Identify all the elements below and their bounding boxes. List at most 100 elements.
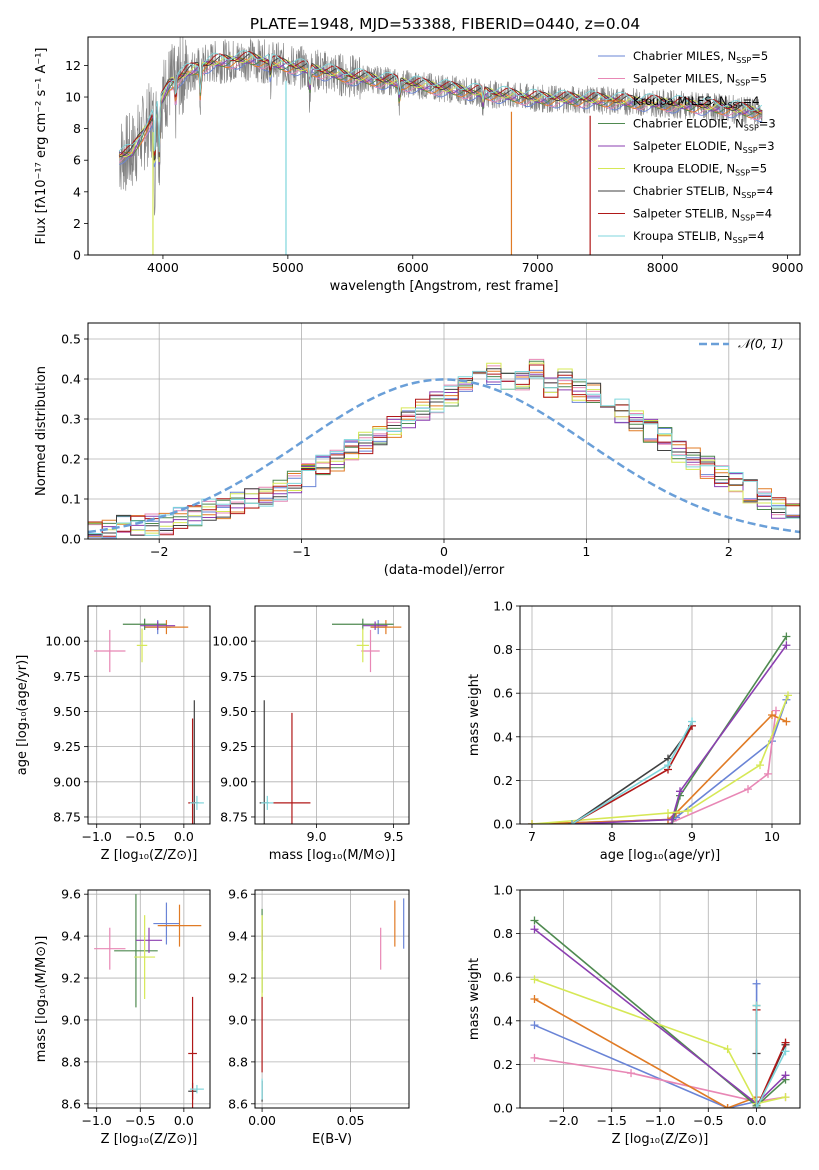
y-tick-label: 0.0 [61,532,81,547]
y-tick-label: 12 [65,58,81,73]
legend-sub: SSP [740,214,755,223]
y-tick-label: 1.0 [493,599,513,614]
series-salpeter-stelib [118,51,763,156]
marker-kroupa-stelib [781,1047,790,1056]
y-axis-label: age [log₁₀(age/yr)] [15,655,30,776]
legend-val: =5 [750,162,767,176]
y-tick-label: 9.25 [53,739,81,754]
x-tick-label: −1.5 [597,1113,627,1128]
line-salpeter-miles [534,1057,786,1103]
x-axis-label: (data-model)/error [384,563,505,578]
legend-label: Kroupa MILES, NSSP=4 [633,94,759,110]
x-tick-label: −2 [150,544,168,559]
line-chabrier-elodie [572,636,788,824]
x-tick-label: 8 [608,829,616,844]
line-chabrier-miles [531,699,788,824]
y-tick-label: 0.4 [493,729,513,744]
legend-label: Kroupa ELODIE, NSSP=5 [633,162,767,178]
axes-frame [519,605,801,825]
axes-frame [87,36,801,256]
series-salpeter-elodie [119,56,763,165]
y-tick-label: 8.6 [228,1096,248,1111]
legend-label: Salpeter STELIB, NSSP=4 [633,207,772,223]
y-tick-label: 0.8 [493,926,513,941]
x-tick-label: 7 [528,829,536,844]
x-axis-label: mass [log₁₀(M/M⊙)] [269,848,396,863]
y-tick-label: 1.0 [493,883,513,898]
panel-mass-vs-Z: −1.0 −0.5 0.0 8.6 8.8 9.0 9.2 9.4 9.6 Z [log₁₀(Z/… [34,887,211,1147]
panel-mass-vs-EBV: 0.00 0.05 8.6 8.8 9.0 9.2 9.4 9.6 E(B-V) [228,887,410,1147]
marker-salpeter-miles [764,769,772,778]
y-tick-label: 9.75 [53,669,81,684]
y-tick-label: 0.3 [61,412,81,427]
x-axis-label: Z [log₁₀(Z/Z⊙)] [101,848,198,863]
x-tick-label: 8000 [647,260,679,275]
series-kroupa-stelib [118,50,763,153]
marker-kroupa-miles [782,717,791,726]
x-axis-label: E(B-V) [312,1132,352,1147]
histogram-salpeter-elodie [88,372,800,536]
axes-frame [254,889,410,1109]
x-tick-label: 9.0 [307,829,327,844]
y-tick-label: 10.00 [45,634,81,649]
histogram-chabrier-miles [88,369,800,539]
histogram-kroupa-stelib [88,370,800,539]
y-tick-label: 9.6 [228,887,248,902]
legend-label: Kroupa STELIB, NSSP=4 [633,229,764,245]
x-tick-label: 9.5 [384,829,404,844]
marker-kroupa-elodie [684,806,692,815]
line-salpeter-stelib [571,725,693,824]
marker-salpeter-miles [530,1053,539,1062]
y-tick-label: 2 [73,216,81,231]
legend-val: =3 [758,139,775,153]
x-tick-label: 4000 [147,260,179,275]
legend-val: =3 [759,117,776,131]
axes-frame [87,889,211,1109]
normal-curve [88,378,800,534]
y-tick-label: 0.0 [493,1101,513,1116]
x-tick-label: −0.5 [125,1113,155,1128]
y-tick-label: 9.0 [61,1012,81,1027]
x-tick-label: −0.5 [125,829,155,844]
legend-sub: SSP [728,101,743,110]
plot-area [88,890,210,1108]
y-tick-label: 9.50 [220,704,248,719]
histogram-salpeter-miles [88,358,800,539]
y-tick-label: 10 [65,90,81,105]
x-tick-label: 0.0 [174,829,194,844]
y-axis-label: Normed distribution [34,366,49,496]
legend-sub: SSP [735,169,750,178]
legend-val: =4 [756,184,773,198]
legend-sub: SSP [743,146,758,155]
legend-val: =4 [748,229,765,243]
y-tick-label: 9.4 [61,929,81,944]
y-tick-label: 0.2 [493,1057,513,1072]
marker-salpeter-elodie [676,787,684,796]
histogram-kroupa-miles [88,370,800,537]
legend-label: Salpeter ELODIE, NSSP=3 [633,139,775,155]
legend-val: =5 [750,72,767,86]
x-tick-label: −0.5 [693,1113,723,1128]
axes-frame [254,605,410,825]
legend-label: Chabrier STELIB, NSSP=4 [633,184,773,200]
x-tick-label: −1.0 [645,1113,675,1128]
x-tick-label: 1 [582,544,590,559]
y-tick-label: 9.0 [228,1012,248,1027]
y-tick-label: 8.6 [61,1096,81,1111]
marker-kroupa-stelib [568,820,576,824]
series-kroupa-elodie [118,54,763,164]
x-tick-label: 0 [440,544,448,559]
y-tick-label: 8 [73,121,81,136]
marker-kroupa-elodie [723,1045,732,1054]
figure-title: PLATE=1948, MJD=53388, FIBERID=0440, z=0… [250,15,640,33]
marker-salpeter-elodie [530,925,539,934]
x-tick-label: 0.0 [747,1113,767,1128]
panel-age-vs-mass: 9.0 9.5 8.75 9.00 9.25 9.50 9.75 10.00 mass [log… [212,605,410,863]
plot-area [88,606,210,824]
marker-kroupa-stelib [688,717,696,726]
y-tick-label: 8.75 [220,809,248,824]
x-tick-label: −1.0 [82,1113,112,1128]
x-axis-label: age [log₁₀(age/yr)] [600,848,721,863]
axes-frame [519,889,801,1109]
y-tick-label: 0.8 [493,642,513,657]
